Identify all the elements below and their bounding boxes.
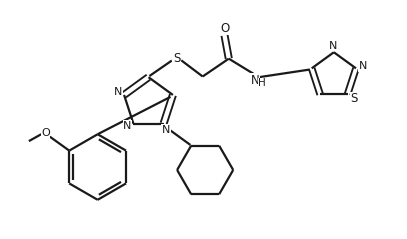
- Text: H: H: [258, 78, 266, 88]
- Text: S: S: [173, 52, 180, 65]
- Text: N: N: [359, 61, 367, 71]
- Text: N: N: [251, 74, 260, 87]
- Text: N: N: [162, 125, 170, 135]
- Text: N: N: [123, 121, 131, 131]
- Text: N: N: [114, 87, 123, 97]
- Text: S: S: [350, 92, 358, 105]
- Text: O: O: [220, 22, 229, 35]
- Text: N: N: [329, 41, 337, 51]
- Text: O: O: [41, 128, 50, 138]
